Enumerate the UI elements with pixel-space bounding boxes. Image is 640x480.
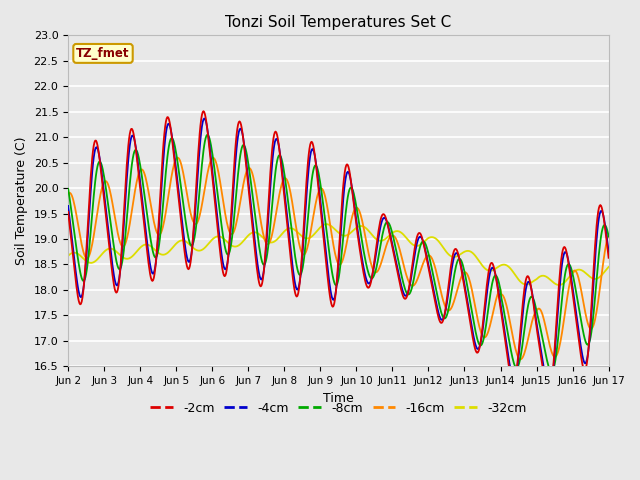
-2cm [64,209,72,215]
-8cm [64,186,72,192]
-32cm [64,253,72,259]
-32cm [555,282,563,288]
-32cm [184,240,192,246]
-32cm [74,251,82,257]
-16cm [74,221,82,227]
Text: TZ_fmet: TZ_fmet [76,47,130,60]
-8cm [548,369,556,375]
-4cm [545,385,553,391]
-16cm [214,166,221,172]
-2cm [130,131,138,137]
-32cm [323,221,331,227]
Title: Tonzi Soil Temperatures Set C: Tonzi Soil Temperatures Set C [225,15,451,30]
-16cm [605,232,612,238]
-2cm [405,287,413,292]
-4cm [64,203,72,209]
-16cm [420,257,428,263]
Y-axis label: Soil Temperature (C): Soil Temperature (C) [15,137,28,265]
Line: -2cm: -2cm [68,111,609,395]
-16cm [130,197,138,203]
-8cm [74,256,82,262]
-32cm [405,238,413,243]
-2cm [605,255,612,261]
X-axis label: Time: Time [323,392,354,405]
-2cm [214,227,221,232]
Line: -4cm: -4cm [68,119,609,388]
-32cm [605,264,612,270]
-16cm [174,155,182,161]
-8cm [420,239,428,245]
-32cm [130,252,138,258]
-2cm [200,108,207,114]
-8cm [605,234,612,240]
Line: -16cm: -16cm [68,158,609,360]
-16cm [517,357,525,362]
-4cm [130,134,138,140]
-4cm [405,288,413,293]
-4cm [74,285,82,290]
-8cm [204,132,211,138]
-4cm [214,218,221,224]
-4cm [420,243,428,249]
-16cm [186,204,193,209]
-16cm [64,191,72,197]
Line: -32cm: -32cm [68,224,609,285]
-2cm [184,266,192,272]
-4cm [605,249,612,255]
-16cm [405,278,413,284]
-8cm [184,235,192,240]
Legend: -2cm, -4cm, -8cm, -16cm, -32cm: -2cm, -4cm, -8cm, -16cm, -32cm [145,396,531,420]
-8cm [130,152,138,157]
Line: -8cm: -8cm [68,135,609,372]
-32cm [213,234,221,240]
-8cm [405,291,413,297]
-8cm [214,192,221,198]
-2cm [74,294,82,300]
-4cm [200,116,208,121]
-4cm [184,259,192,264]
-2cm [545,392,552,397]
-32cm [420,239,428,244]
-2cm [420,245,428,251]
